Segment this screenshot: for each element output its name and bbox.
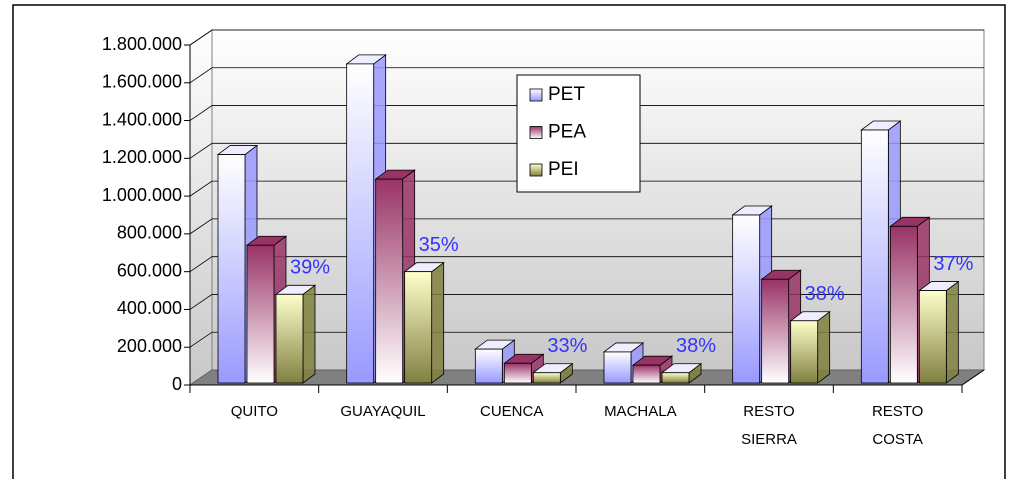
y-tick-label: 400.000 [117, 298, 182, 318]
legend-label: PET [548, 84, 585, 105]
x-axis-depth [961, 369, 985, 386]
bar-front [661, 372, 690, 384]
bar-front [790, 320, 819, 384]
bar-front [632, 364, 661, 384]
bar-side [945, 280, 959, 384]
bar-side [431, 261, 445, 384]
y-tick-label: 800.000 [117, 223, 182, 243]
legend-label: PEI [548, 159, 579, 180]
bar-front [732, 214, 761, 384]
y-tick-label: 1.200.000 [102, 147, 182, 167]
x-tick-label: RESTO SIERRA [741, 403, 797, 448]
grid-line [189, 294, 984, 310]
bar-front [404, 271, 433, 384]
y-tick-label: 1.400.000 [102, 109, 182, 129]
x-tick-label: RESTO COSTA [872, 403, 923, 448]
grid-line [189, 218, 984, 235]
grid-line [189, 67, 984, 84]
bar [918, 280, 960, 384]
bar-front [889, 225, 918, 384]
bar-side [817, 310, 831, 384]
bar-front [275, 293, 304, 384]
y-tick-label: 0 [172, 374, 182, 394]
annotation: 35% [419, 234, 459, 256]
bar [274, 284, 317, 384]
annotation: 38% [676, 335, 716, 357]
bar [403, 261, 445, 384]
bar [532, 362, 574, 384]
bar-front [217, 154, 246, 384]
bar-front [532, 372, 561, 384]
x-tick-label: GUAYAQUIL [340, 403, 425, 420]
y-tick-label: 200.000 [117, 336, 182, 356]
grid-line [189, 142, 984, 159]
bar-front [603, 351, 632, 384]
grid-line [189, 29, 984, 46]
grid-line [189, 331, 984, 348]
legend-label: PEA [548, 122, 586, 143]
bar-front [860, 129, 889, 384]
bar [860, 120, 902, 384]
annotation: 38% [805, 283, 845, 305]
grid-line [189, 180, 984, 197]
bar-front [761, 278, 790, 384]
bar-front [346, 63, 375, 384]
y-tick-label: 1.000.000 [102, 185, 182, 205]
legend-swatch [529, 88, 543, 102]
x-tick-label: MACHALA [604, 403, 677, 420]
legend-swatch [529, 126, 543, 139]
bar-front [474, 348, 503, 384]
bar-front [246, 244, 275, 384]
grid-line [189, 105, 984, 121]
grid-line [189, 256, 984, 272]
bar [789, 310, 831, 384]
side-wall [189, 29, 213, 386]
annotation: 33% [547, 335, 587, 357]
x-tick-label: CUENCA [480, 403, 543, 420]
y-tick-label: 600.000 [117, 260, 182, 280]
y-tick-label: 1.800.000 [102, 34, 182, 54]
annotation: 37% [933, 253, 973, 275]
legend-swatch [529, 163, 543, 177]
bar-front [503, 362, 532, 384]
y-tick-label: 1.600.000 [102, 72, 182, 92]
bar-front [918, 290, 947, 384]
bar [660, 362, 703, 384]
x-tick-label: QUITO [231, 403, 278, 420]
annotation: 39% [290, 257, 330, 279]
bar-front [375, 178, 404, 384]
bar-side [302, 284, 316, 384]
